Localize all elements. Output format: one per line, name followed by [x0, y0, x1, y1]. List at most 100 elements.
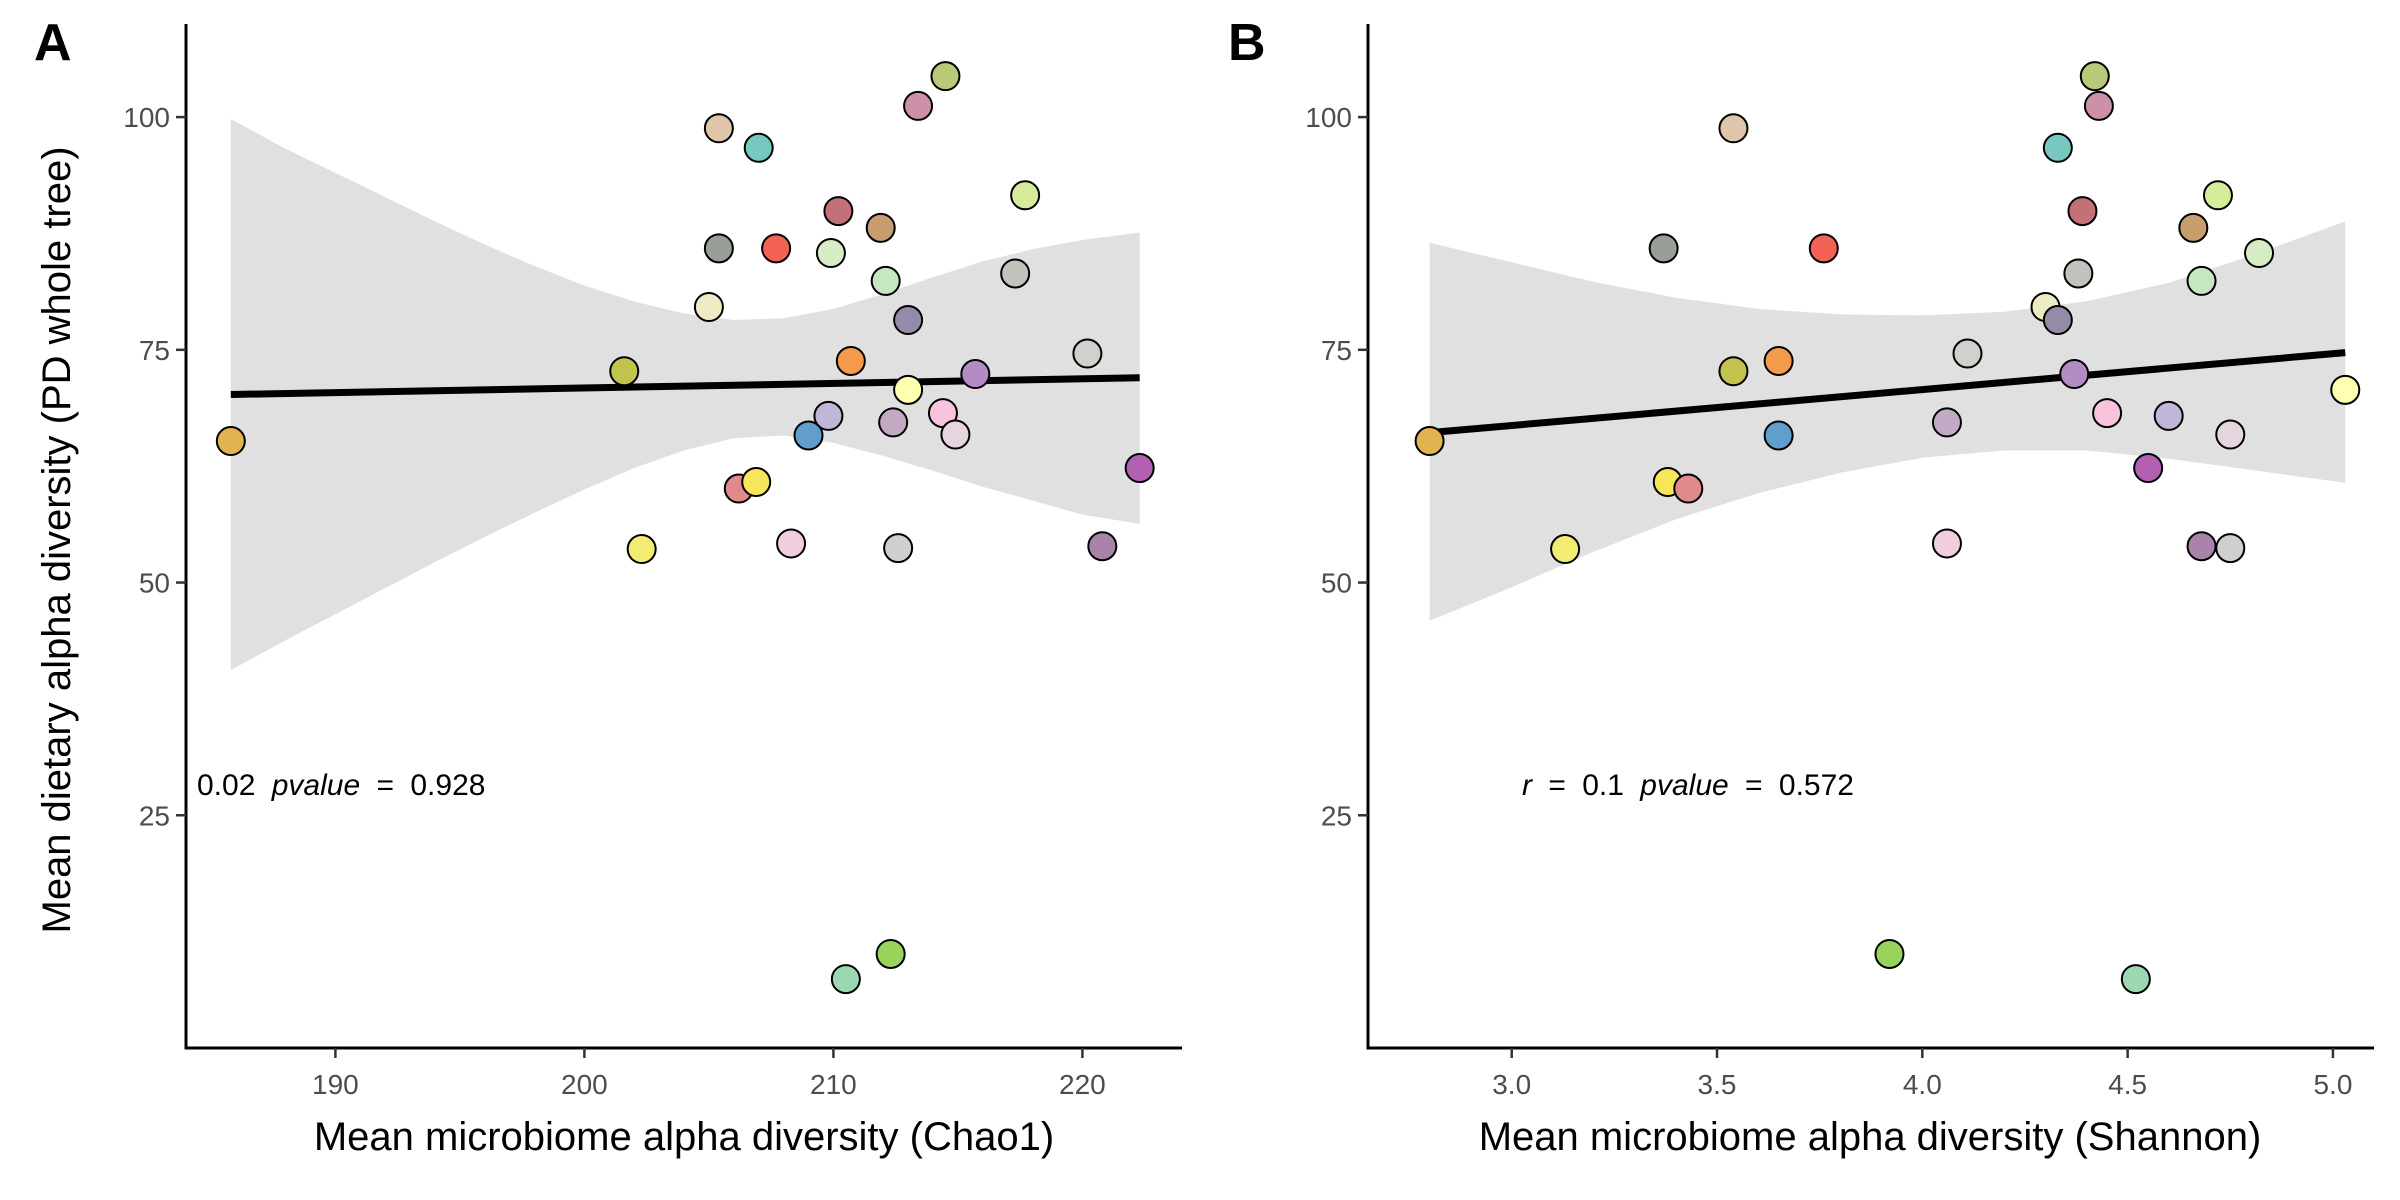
panel-b-data-point	[1931, 407, 1962, 438]
panel-b-data-point	[2215, 533, 2246, 564]
panel-b-data-point	[2079, 61, 2110, 92]
panel-b-x-tick-label: 5.0	[2313, 1069, 2352, 1100]
panel-b-data-point	[1931, 528, 1962, 559]
panel-b-data-point	[2083, 90, 2114, 121]
panel-a-data-point	[865, 212, 896, 243]
panel-a-x-axis-title: Mean microbiome alpha diversity (Chao1)	[314, 1115, 1054, 1159]
panel-b-data-point	[1718, 113, 1749, 144]
panel-a-data-point	[761, 233, 792, 264]
panel-b-regression-line	[1429, 349, 2346, 437]
panel-b-data-point	[2178, 212, 2209, 243]
panel-a-plot-area: 25 50 75 100 190 200 210 220	[123, 24, 1182, 1100]
panel-a-x-tick-label: 190	[312, 1069, 359, 1100]
panel-b-data-point	[1763, 420, 1794, 451]
panel-b-r-equals: =	[1548, 769, 1566, 802]
panel-a-data-point	[1087, 531, 1118, 562]
panel-b-data-point	[1648, 233, 1679, 264]
panel-a-y-tick-label: 50	[139, 568, 170, 599]
panel-a-data-point	[835, 345, 866, 376]
panel-a-y-tick-label: 75	[139, 335, 170, 366]
panel-b-data-point	[1414, 426, 1445, 457]
panel-b-x-axis-title: Mean microbiome alpha diversity (Shannon…	[1479, 1115, 2262, 1159]
y-axis-title: Mean dietary alpha diversity (PD whole t…	[35, 146, 79, 933]
panel-b-data-point	[1673, 473, 1704, 504]
panel-a-data-point	[878, 407, 909, 438]
panel-b-p-equals: =	[1745, 769, 1763, 802]
panel-a-data-point	[870, 265, 901, 296]
panel-b-data-point	[2215, 419, 2246, 450]
panel-b-pvalue: 0.572	[1779, 769, 1854, 802]
panel-b-y-tick-label: 25	[1321, 800, 1352, 831]
panel-b-data-point	[1763, 345, 1794, 376]
panel-b-data-point	[2092, 398, 2123, 429]
panel-a-confidence-band	[230, 119, 1140, 671]
panel-a-data-point	[776, 528, 807, 559]
panel-a-pvalue-label: pvalue	[271, 769, 360, 802]
panel-b-data-point	[1952, 338, 1983, 369]
panel-b-y-tick-label: 50	[1321, 568, 1352, 599]
panel-a-data-point	[1072, 338, 1103, 369]
panel-b-data-point	[2133, 453, 2164, 484]
panel-a-y-tick-label: 100	[123, 102, 170, 133]
panel-b-data-point	[1718, 356, 1749, 387]
panel-a-data-point	[693, 291, 724, 322]
panel-a-data-point	[793, 420, 824, 451]
panel-a-data-point	[1010, 180, 1041, 211]
panel-a-data-point	[1000, 258, 1031, 289]
panel-a-data-point	[875, 938, 906, 969]
panel-b-data-point	[2120, 964, 2151, 995]
panel-a-r-value: 0.02	[197, 769, 255, 802]
panel-b-data-point	[2244, 238, 2275, 269]
panel-a-data-point	[741, 467, 772, 498]
panel-b-data-point	[2042, 132, 2073, 163]
panel-b-data-point	[2330, 374, 2361, 405]
panel-a-y-tick-label: 25	[139, 800, 170, 831]
panel-a-data-point	[823, 196, 854, 227]
panel-a-data-point	[703, 113, 734, 144]
panel-a-data-point	[215, 426, 246, 457]
panel-b-plot-area: 25 50 75 100 3.0 3.5 4.0 4.5 5.0	[1305, 24, 2374, 1100]
panel-a-data-point	[903, 90, 934, 121]
panel-b-data-point	[2186, 531, 2217, 562]
panel-b-data-point	[1874, 938, 1905, 969]
panel-a-data-point	[930, 61, 961, 92]
panel-a-data-point	[609, 356, 640, 387]
panel-a-data-point	[960, 359, 991, 390]
panel-a-data-point	[940, 419, 971, 450]
panel-b-data-point	[1808, 233, 1839, 264]
panel-a-data-point	[893, 305, 924, 336]
panel-a-data-point	[703, 233, 734, 264]
panel-b-data-point	[2186, 265, 2217, 296]
panel-b-y-tick-label: 100	[1305, 102, 1352, 133]
panel-a-data-point	[883, 533, 914, 564]
panel-b-data-point	[2059, 359, 2090, 390]
panel-b-confidence-band	[1429, 221, 2346, 621]
panel-b-data-point	[2202, 180, 2233, 211]
panel-b-x-tick-label: 3.0	[1492, 1069, 1531, 1100]
panel-b-data-point	[2067, 196, 2098, 227]
panel-a-x-tick-label: 220	[1059, 1069, 1106, 1100]
panel-a-data-point	[626, 534, 657, 565]
panel-a-data-point	[830, 964, 861, 995]
panel-b-x-tick-label: 4.5	[2108, 1069, 2147, 1100]
panel-a-pvalue: 0.928	[410, 769, 485, 802]
panel-a-x-tick-label: 200	[561, 1069, 608, 1100]
panel-a-equals: =	[376, 769, 394, 802]
panel-b-data-point	[1550, 534, 1581, 565]
panel-a-label: A	[34, 14, 72, 72]
panel-b-y-tick-label: 75	[1321, 335, 1352, 366]
panel-a-data-point	[815, 238, 846, 269]
panel-b: B 25 50 75 100 3.0 3.5 4.0 4.5 5.0 Mean microbio…	[1228, 14, 2374, 1159]
panel-b-data-point	[2063, 258, 2094, 289]
panel-a: A 25 50 75 100 190 200 210 220 Mean microbiome …	[34, 14, 1182, 1159]
panel-b-data-point	[2042, 305, 2073, 336]
panel-a-data-point	[743, 132, 774, 163]
panel-a-data-point	[893, 374, 924, 405]
panel-a-x-tick-label: 210	[810, 1069, 857, 1100]
panel-b-stats-annotation: r = 0.1 pvalue = 0.572	[1522, 769, 1854, 802]
panel-a-stats-annotation: 0.02 pvalue = 0.928	[197, 769, 485, 802]
panel-b-r-label: r	[1522, 769, 1533, 802]
panel-a-data-point	[813, 400, 844, 431]
panel-b-label: B	[1228, 14, 1266, 72]
